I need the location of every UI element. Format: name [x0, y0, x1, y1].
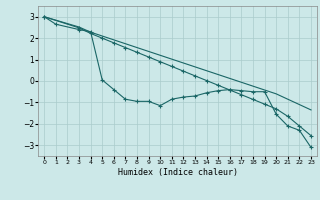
X-axis label: Humidex (Indice chaleur): Humidex (Indice chaleur): [118, 168, 238, 177]
